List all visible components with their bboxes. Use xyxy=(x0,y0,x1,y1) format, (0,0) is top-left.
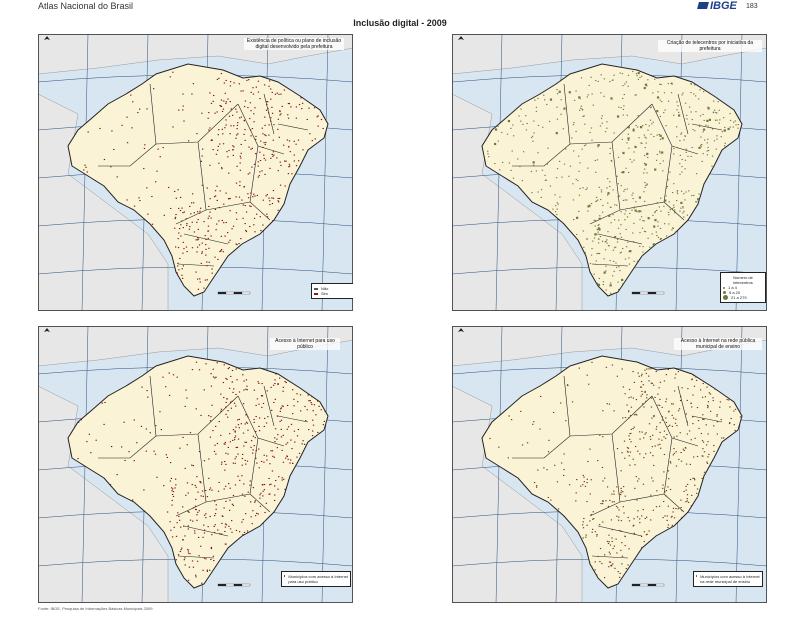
legend-swatch xyxy=(314,292,318,295)
legend-item: 21 a 279 xyxy=(723,295,763,300)
map-frame xyxy=(452,34,767,311)
legend-label: Municípios com acesso à Internet para us… xyxy=(288,574,348,584)
brazil-outline xyxy=(67,63,329,297)
neighbor-land-north xyxy=(452,326,767,367)
legend-label: Municípios com acesso à Internet na rede… xyxy=(700,574,760,584)
state-borders xyxy=(512,83,723,267)
map-panel-public-internet: Acesso à Internet para uso público Munic… xyxy=(38,326,353,603)
map-canvas xyxy=(38,34,353,311)
map-canvas xyxy=(452,326,767,603)
map-legend: Número de telecentros 1 a 4 5 a 20 21 a … xyxy=(720,272,766,303)
map-brazil xyxy=(38,34,353,311)
map-frame xyxy=(38,326,353,603)
map-title: Acesso à Internet na rede pública munici… xyxy=(674,338,762,350)
legend-swatch xyxy=(284,575,286,577)
brazil-outline xyxy=(67,355,329,589)
map-canvas xyxy=(38,326,353,603)
legend-label: 21 a 279 xyxy=(731,295,747,300)
state-borders xyxy=(512,375,723,559)
legend-label: Sim xyxy=(321,291,328,296)
legend-item: Municípios com acesso à Internet para us… xyxy=(284,574,348,584)
map-legend: Municípios com acesso à Internet na rede… xyxy=(693,571,763,587)
legend-item: Municípios com acesso à Internet na rede… xyxy=(696,574,760,584)
neighbor-land-north xyxy=(38,326,353,367)
map-legend: Não Sim xyxy=(311,283,353,299)
scale-bar xyxy=(631,291,665,295)
atlas-header-title: Atlas Nacional do Brasil xyxy=(38,1,134,11)
legend-swatch xyxy=(314,287,318,290)
legend-label: 5 a 20 xyxy=(729,290,741,295)
map-panel-telecenters: Criação de telecentros por iniciativa da… xyxy=(452,34,767,311)
legend-label: 1 a 4 xyxy=(728,285,737,290)
map-title: Existência de política ou plano de inclu… xyxy=(244,38,344,50)
legend-item: Não xyxy=(314,286,352,291)
legend-item: Sim xyxy=(314,291,352,296)
ibge-logo-text: IBGE xyxy=(710,0,737,12)
source-note: Fonte: IBGE, Pesquisa de Informações Bás… xyxy=(38,606,154,611)
map-frame xyxy=(452,326,767,603)
ibge-logo-icon xyxy=(697,2,709,9)
map-panel-school-internet: Acesso à Internet na rede pública munici… xyxy=(452,326,767,603)
brazil-outline xyxy=(481,355,743,589)
map-panel-policy: Existência de política ou plano de inclu… xyxy=(38,34,353,311)
map-brazil xyxy=(452,326,767,603)
state-borders xyxy=(98,83,309,267)
north-arrow-icon xyxy=(44,328,50,332)
page-title: Inclusão digital - 2009 xyxy=(353,18,447,28)
legend-swatch xyxy=(696,575,698,577)
north-arrow-icon xyxy=(458,328,464,332)
map-canvas xyxy=(452,34,767,311)
map-title: Criação de telecentros por iniciativa da… xyxy=(658,40,762,52)
map-legend: Municípios com acesso à Internet para us… xyxy=(281,571,351,587)
map-brazil xyxy=(38,326,353,603)
legend-item: 5 a 20 xyxy=(723,290,763,295)
legend-swatch xyxy=(723,286,725,289)
scale-bar xyxy=(217,291,251,295)
ibge-logo: IBGE xyxy=(697,0,737,12)
scale-bar xyxy=(217,583,251,587)
state-borders xyxy=(98,375,309,559)
map-frame xyxy=(38,34,353,311)
legend-swatch xyxy=(723,291,726,294)
legend-heading: Número de telecentros xyxy=(733,275,753,285)
north-arrow-icon xyxy=(458,36,464,40)
legend-item: 1 a 4 xyxy=(723,285,763,290)
north-arrow-icon xyxy=(44,36,50,40)
map-brazil xyxy=(452,34,767,311)
page-number: 183 xyxy=(746,3,758,10)
legend-label: Não xyxy=(321,286,329,291)
map-title: Acesso à Internet para uso público xyxy=(270,338,340,350)
scale-bar xyxy=(631,583,665,587)
legend-swatch xyxy=(723,295,728,300)
